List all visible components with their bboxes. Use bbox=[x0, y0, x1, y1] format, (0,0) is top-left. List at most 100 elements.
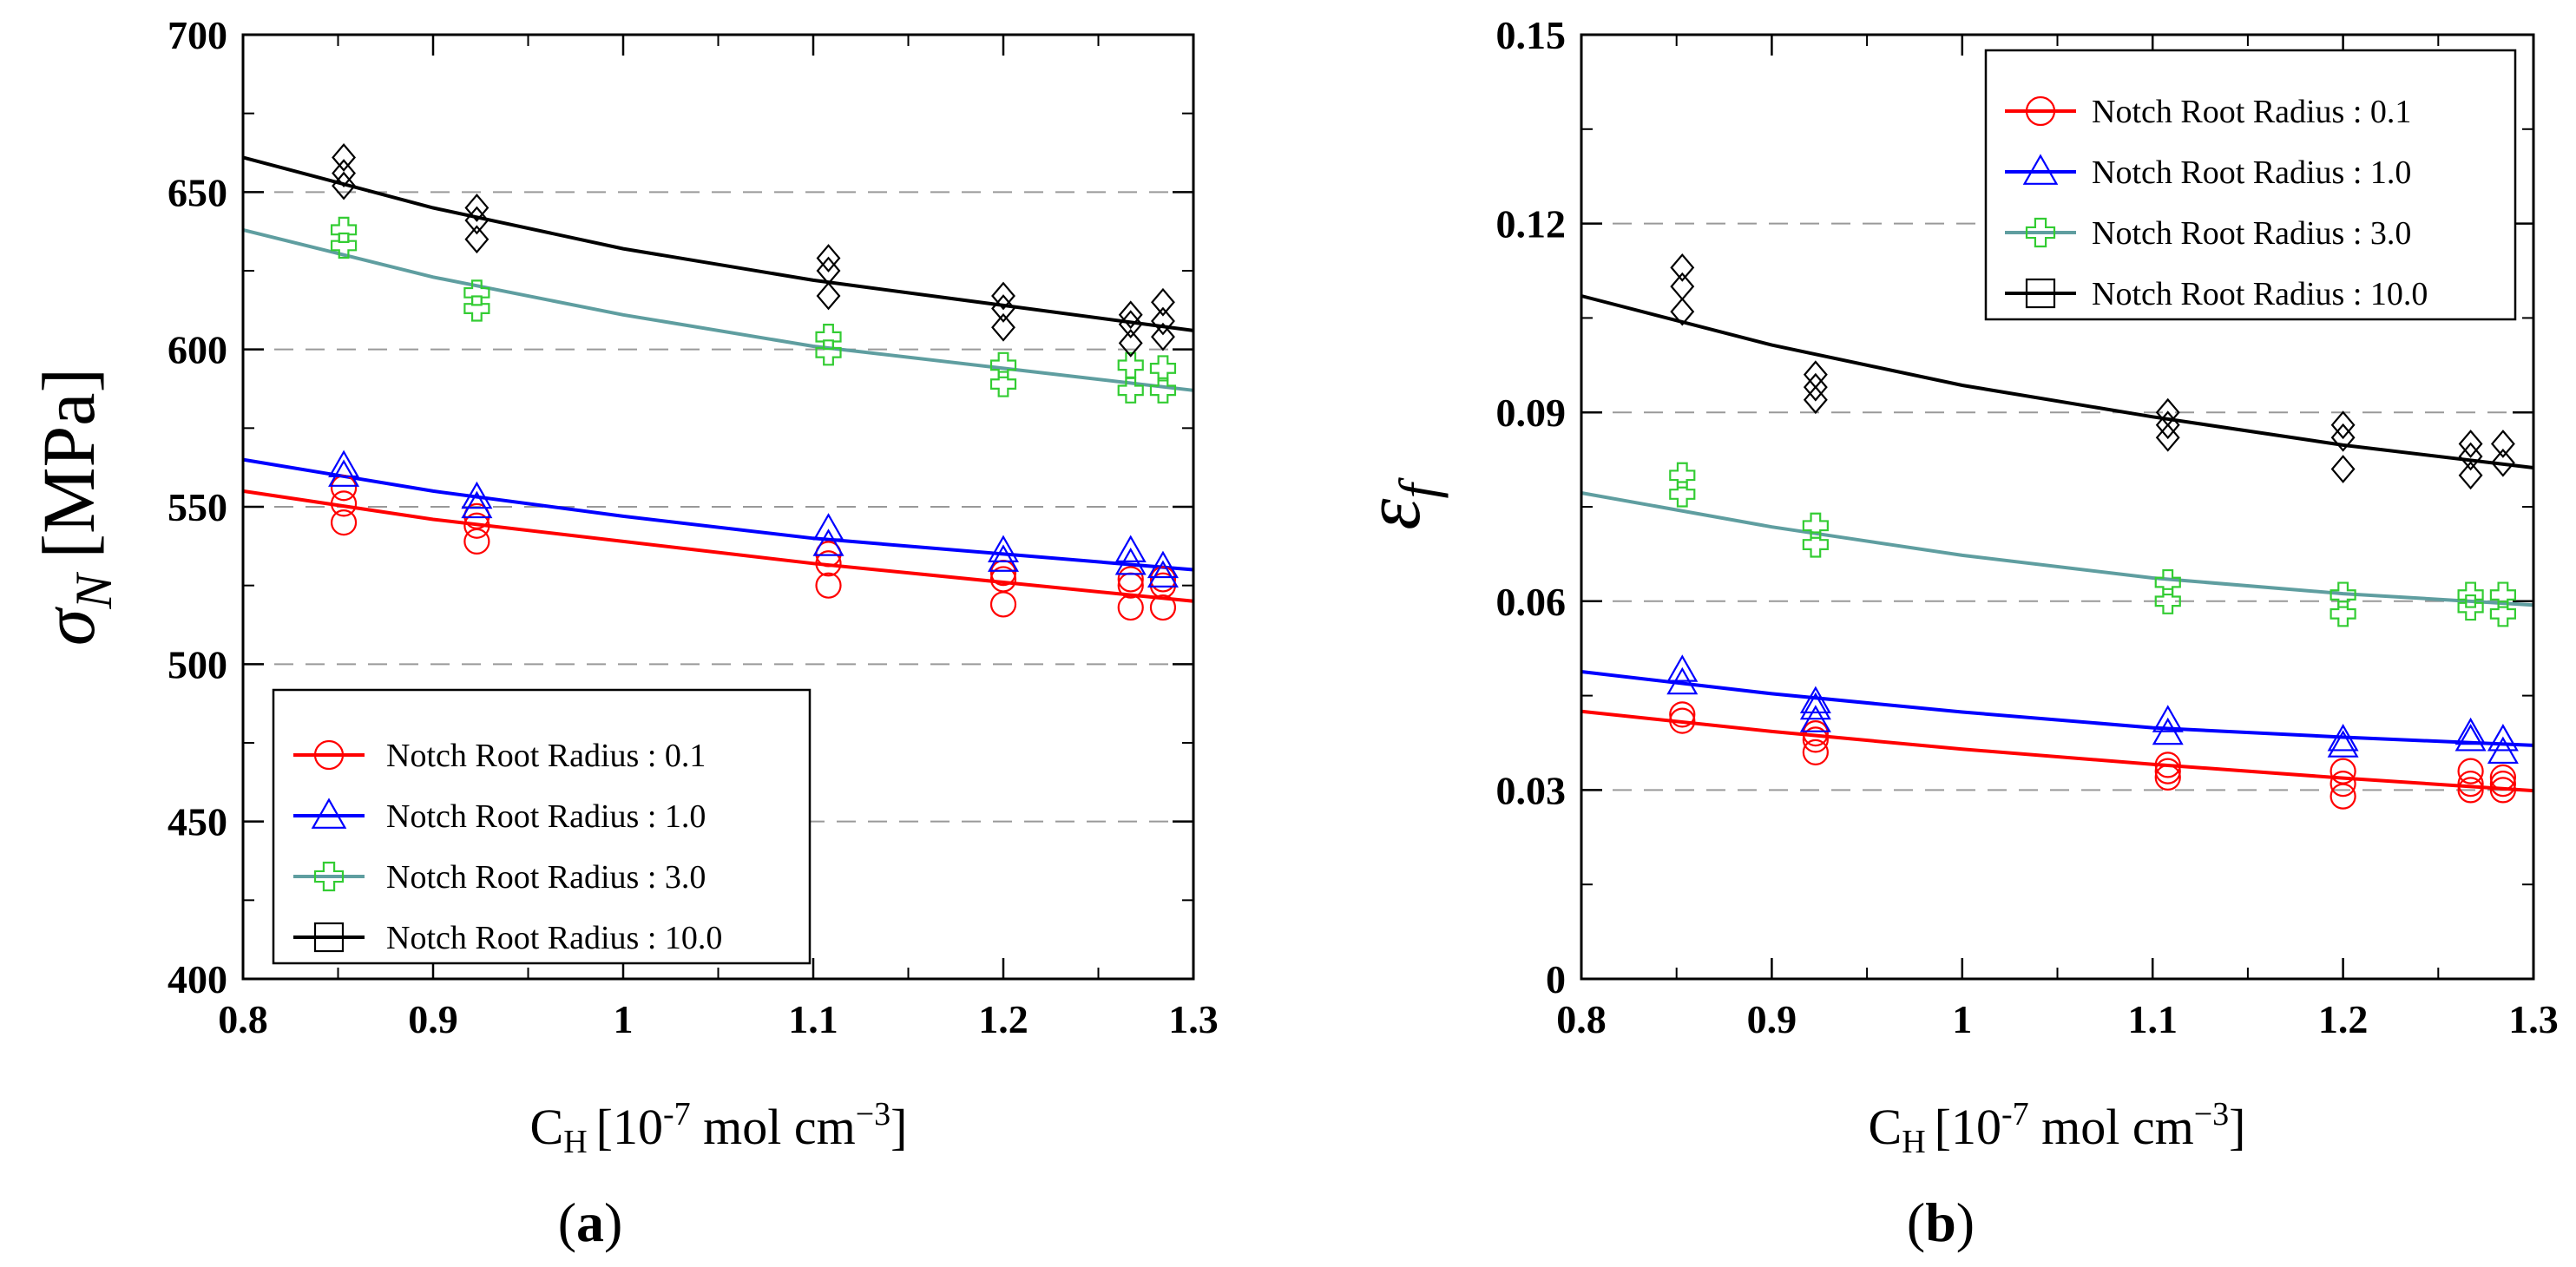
panel-b-data-point-diamond bbox=[1803, 385, 1828, 415]
panel-b-x-axis-label: CH [10-7 mol cm−3] bbox=[1869, 1096, 2246, 1160]
panel-b-data-point-circle bbox=[2489, 777, 2516, 804]
panel-b-data-point-diamond bbox=[2458, 442, 2483, 471]
panel-b-x-tick-label: 0.9 bbox=[1747, 997, 1797, 1041]
panel-b-data-point-cross bbox=[2330, 581, 2356, 608]
panel-a-legend: Notch Root Radius : 0.1 Notch Root Radius… bbox=[272, 688, 812, 965]
panel-b-data-point-circle bbox=[2457, 777, 2484, 804]
panel-b-legend-box bbox=[1984, 49, 2517, 321]
panel-b-data-point-triangle bbox=[2454, 724, 2487, 752]
panel-a-x-tick-label: 0.9 bbox=[408, 997, 458, 1041]
panel-a-data-point-circle bbox=[330, 475, 358, 502]
panel-a-data-point-circle bbox=[1149, 572, 1177, 599]
panel-b-y-tick-label: 0.06 bbox=[1496, 580, 1567, 624]
panel-a-data-point-circle bbox=[815, 541, 842, 568]
panel-b-data-point-cross bbox=[1669, 462, 1696, 489]
panel-b-data-point-diamond bbox=[2155, 410, 2180, 440]
panel-b-data-point-circle bbox=[2154, 752, 2181, 778]
panel-b-chart: 0 0.03 0.06 0.09 0.12 0.15 0.8 0.9 1 1.1 1.2 1.3 εf… bbox=[1348, 13, 2559, 1253]
panel-b-fit-curve-cross bbox=[1580, 491, 2534, 607]
panel-b-data-point-triangle bbox=[2487, 724, 2519, 752]
panel-b-data-point-diamond bbox=[1803, 372, 1828, 402]
panel-a-plot-frame bbox=[241, 33, 1195, 981]
panel-a-data-point-triangle bbox=[812, 528, 844, 556]
panel-b-data-point-cross bbox=[2330, 601, 2356, 627]
panel-b-x-tick-label: 1 bbox=[1952, 997, 1972, 1041]
panel-b-data-point-circle bbox=[2154, 764, 2181, 791]
panel-a-data-point-diamond bbox=[464, 225, 490, 254]
panel-a-data-point-diamond bbox=[1151, 287, 1175, 317]
panel-a-gridlines bbox=[243, 191, 1193, 823]
panel-b-legend-entries: Notch Root Radius : 0.1 Notch Root Radius… bbox=[2005, 94, 2428, 312]
panel-b-data-point-triangle bbox=[2327, 730, 2359, 758]
panel-a-data-point-circle bbox=[1117, 566, 1144, 593]
panel-a-y-tick-label: 550 bbox=[168, 485, 227, 529]
panel-a-data-point-diamond bbox=[464, 206, 490, 235]
panel-a-data-point-circle bbox=[330, 509, 358, 536]
panel-b-data-point-circle bbox=[1669, 701, 1696, 728]
panel-b-data-point-circle bbox=[2457, 758, 2484, 784]
panel-b-legend-marker-cross bbox=[2025, 217, 2056, 248]
panel-a-data-point-diamond bbox=[1151, 306, 1175, 336]
panel-a-data-point-cross bbox=[989, 371, 1017, 397]
panel-b-data-point-diamond bbox=[1803, 360, 1828, 390]
panel-a-data-point-cross bbox=[815, 324, 842, 351]
panel-b-data-point-cross bbox=[2489, 601, 2516, 627]
panel-a-data-point-cross bbox=[815, 339, 842, 366]
panel-b-y-tick-label: 0.03 bbox=[1496, 768, 1567, 812]
panel-b-data-point-diamond bbox=[2458, 430, 2483, 458]
panel-b-fit-curve-diamond bbox=[1580, 294, 2534, 469]
panel-b-data-point-diamond bbox=[2155, 397, 2180, 427]
panel-b-data-point-diamond bbox=[2330, 410, 2356, 440]
panel-a-legend-label-diamond: Notch Root Radius : 10.0 bbox=[386, 920, 722, 956]
panel-a-data-point-cross bbox=[463, 295, 490, 322]
panel-a-data-point-cross bbox=[989, 351, 1017, 378]
panel-a-legend-label-triangle: Notch Root Radius : 1.0 bbox=[386, 798, 706, 835]
panel-a-data-point-diamond bbox=[1151, 322, 1175, 351]
panel-b-data-point-diamond bbox=[1670, 297, 1695, 326]
panel-a-data-point-diamond bbox=[991, 312, 1015, 342]
panel-a-fit-curve-triangle bbox=[242, 457, 1194, 572]
panel-b-legend-label-circle: Notch Root Radius : 0.1 bbox=[2092, 94, 2411, 130]
panel-b-data-point-circle bbox=[1802, 726, 1829, 753]
panel-a-data-point-circle bbox=[989, 591, 1017, 618]
panel-b-data-point-cross bbox=[1802, 512, 1829, 539]
panel-a-data-point-circle bbox=[815, 572, 842, 599]
panel-a-data-point-cross bbox=[463, 279, 490, 306]
panel-b-data-point-circle bbox=[1802, 720, 1829, 747]
panel-a-data-point-circle bbox=[463, 528, 490, 555]
panel-a-data-point-triangle bbox=[461, 490, 493, 519]
panel-a-data-point-circle bbox=[1117, 594, 1144, 621]
panel-b-y-axis-label: εf bbox=[1348, 476, 1449, 529]
panel-b-fit-curves bbox=[1580, 294, 2534, 793]
panel-b-data-point-diamond bbox=[2330, 423, 2356, 452]
panel-b-data-point-cross bbox=[1669, 481, 1696, 508]
panel-a-data-point-triangle bbox=[461, 481, 493, 509]
panel-b-data-point-circle bbox=[2457, 771, 2484, 798]
panel-a-label: (a) bbox=[558, 1192, 623, 1253]
panel-a-fit-curve-circle bbox=[242, 489, 1194, 603]
panel-a-fit-curves bbox=[242, 155, 1194, 603]
panel-a-y-tick-label: 400 bbox=[168, 957, 227, 1001]
panel-a-legend-label-circle: Notch Root Radius : 0.1 bbox=[386, 738, 706, 774]
panel-a-y-tick-label: 600 bbox=[168, 328, 227, 372]
panel-a-x-tick-label: 1.2 bbox=[978, 997, 1028, 1041]
panel-b-legend-marker-diamond bbox=[2025, 278, 2056, 309]
panel-b-legend-label-cross: Notch Root Radius : 3.0 bbox=[2092, 215, 2411, 252]
panel-a-legend-marker-diamond bbox=[313, 922, 345, 953]
panel-b-legend-marker-circle bbox=[2025, 95, 2056, 127]
panel-b-fit-curve-triangle bbox=[1580, 670, 2534, 747]
panel-b-tick-labels: 0 0.03 0.06 0.09 0.12 0.15 0.8 0.9 1 1.1 1.2 1.3 bbox=[1496, 13, 2559, 1041]
panel-a-x-axis-label: CH [10-7 mol cm−3] bbox=[530, 1096, 908, 1160]
panel-a-fit-curve-diamond bbox=[242, 155, 1194, 332]
panel-a-data-point-triangle bbox=[988, 544, 1019, 572]
panel-a-data-point-circle bbox=[815, 550, 842, 577]
panel-b-data-point-triangle bbox=[2327, 724, 2359, 752]
panel-a-data-point-cross bbox=[1117, 351, 1144, 378]
panel-b-y-tick-label: 0.09 bbox=[1496, 391, 1567, 435]
panel-b-data-point-circle bbox=[2489, 771, 2516, 798]
panel-a-data-point-triangle bbox=[812, 513, 844, 541]
panel-b-data-point-diamond bbox=[1670, 253, 1695, 282]
panel-a-data-point-triangle bbox=[1147, 560, 1179, 588]
